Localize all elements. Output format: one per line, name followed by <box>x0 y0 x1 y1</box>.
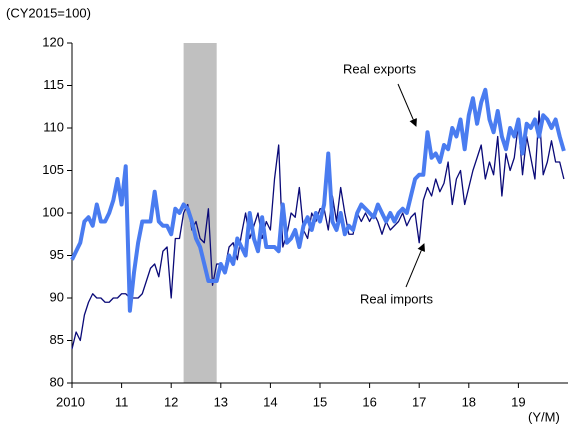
series-line <box>71 110 565 350</box>
x-tick-label: 17 <box>412 394 426 409</box>
y-tick-label: 85 <box>50 332 64 347</box>
y-tick-label: 115 <box>43 77 64 92</box>
x-tick-label: 2010 <box>56 394 85 409</box>
x-tick-label: 19 <box>511 394 525 409</box>
x-tick-label: 16 <box>362 394 376 409</box>
series-line <box>70 87 566 313</box>
y-tick-label: 90 <box>50 289 64 304</box>
y-tick-label: 80 <box>50 374 64 389</box>
arrow <box>397 83 417 127</box>
y-axis-label: (CY2015=100) <box>6 5 91 20</box>
y-tick-label: 105 <box>42 162 64 177</box>
x-tick-label: 18 <box>462 394 476 409</box>
x-tick-label: 14 <box>263 394 277 409</box>
y-tick-label: 95 <box>50 247 64 262</box>
x-tick-label: 12 <box>164 394 178 409</box>
x-tick-label: 11 <box>115 394 129 409</box>
x-tick-label: 13 <box>214 394 228 409</box>
y-tick-label: 110 <box>43 119 64 134</box>
x-tick-label: 15 <box>313 394 327 409</box>
x-axis-label: (Y/M) <box>528 409 560 424</box>
annotation: Real exports <box>343 61 416 76</box>
arrow <box>405 243 425 288</box>
y-tick-label: 120 <box>42 34 64 49</box>
annotation: Real imports <box>360 291 433 306</box>
y-tick-label: 100 <box>42 204 64 219</box>
